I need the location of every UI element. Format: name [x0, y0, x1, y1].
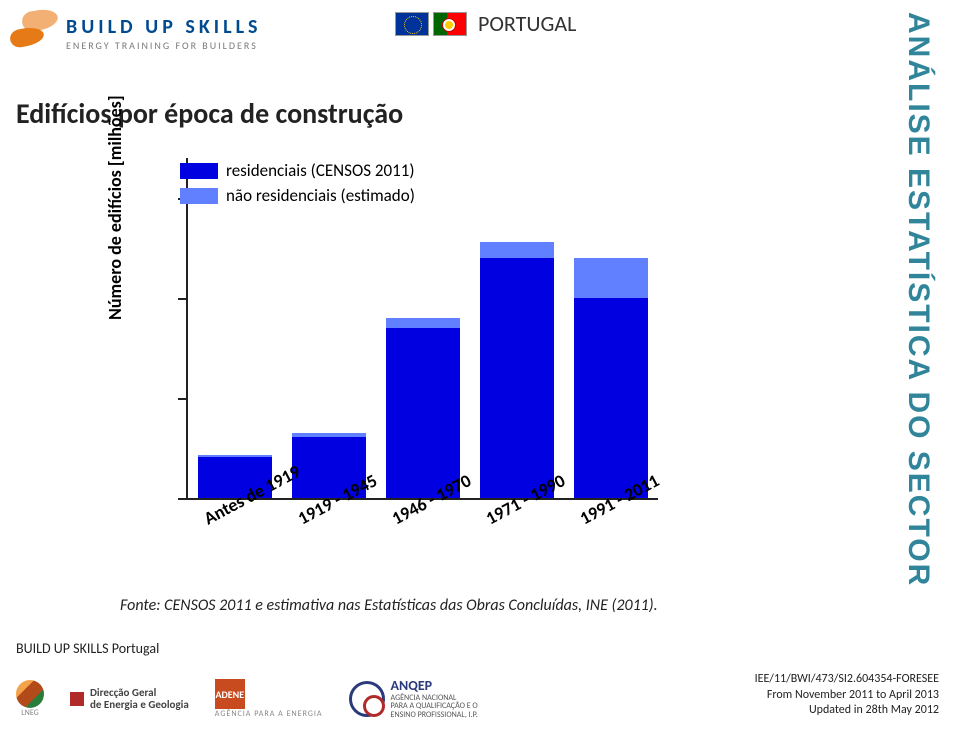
country-label: PORTUGAL: [478, 10, 576, 37]
logo-lneg: LNEG: [16, 680, 44, 718]
anqep-label: ANQEP: [391, 679, 478, 694]
footer-logos: LNEG Direcção Geral de Energia e Geologi…: [16, 679, 478, 719]
chart-caption: Fonte: CENSOS 2011 e estimativa nas Esta…: [120, 596, 658, 615]
flag-pt-icon: [433, 12, 467, 36]
chart-ylabel: Número de edifícios [milhões]: [104, 95, 126, 320]
logo-adene: ADENE AGÊNCIA PARA A ENERGIA: [215, 679, 323, 719]
footer-project: BUILD UP SKILLS Portugal: [16, 640, 159, 657]
legend-item: não residenciais (estimado): [180, 185, 415, 206]
adene-sub: AGÊNCIA PARA A ENERGIA: [215, 709, 323, 719]
legend-swatch-icon: [180, 163, 218, 179]
logo-anqep: ANQEP AGÊNCIA NACIONAL PARA A QUALIFICAÇ…: [349, 679, 478, 719]
legend-label: não residenciais (estimado): [226, 185, 415, 206]
bar-seg-nao-residencial: [292, 433, 365, 437]
buildings-chart: Número de edifícios [milhões] 00.511.5 A…: [110, 150, 680, 580]
bar-seg-nao-residencial: [386, 318, 459, 328]
bar-seg-nao-residencial: [574, 258, 647, 298]
lneg-icon: [16, 680, 44, 708]
bar-seg-nao-residencial: [198, 455, 271, 457]
dge-icon: [70, 692, 84, 706]
legend-label: residenciais (CENSOS 2011): [226, 160, 415, 181]
bar-seg-residencial: [480, 258, 553, 498]
legend-swatch-icon: [180, 188, 218, 204]
adene-icon: ADENE: [215, 679, 245, 709]
brand-title: BUILD UP SKILLS: [66, 15, 262, 39]
flag-eu-icon: [395, 12, 429, 36]
chart-plot-area: [186, 158, 658, 500]
footer-ref: IEE/11/BWI/473/SI2.604354-FORESEE: [755, 672, 939, 688]
chart-legend: residenciais (CENSOS 2011) não residenci…: [180, 160, 415, 206]
anqep-line3: ENSINO PROFISSIONAL, I.P.: [391, 711, 478, 719]
slide-root: BUILD UP SKILLS ENERGY TRAINING FOR BUIL…: [0, 0, 959, 731]
bar-seg-residencial: [574, 298, 647, 498]
page-title: Edifícios por época de construção: [16, 96, 403, 131]
anqep-icon: [349, 681, 385, 717]
logo-dge: Direcção Geral de Energia e Geologia: [70, 687, 189, 710]
brand-tagline: ENERGY TRAINING FOR BUILDERS: [66, 39, 262, 52]
section-vertical-title: ANÁLISE ESTATÍSTICA DO SECTOR: [901, 12, 935, 587]
header-flags: [395, 12, 467, 36]
brand-logo: BUILD UP SKILLS ENERGY TRAINING FOR BUIL…: [10, 10, 262, 56]
footer-updated: Updated in 28th May 2012: [755, 703, 939, 719]
dge-line2: de Energia e Geologia: [90, 699, 189, 711]
lneg-label: LNEG: [21, 708, 38, 718]
bar-seg-nao-residencial: [480, 242, 553, 258]
brand-icon: [10, 10, 60, 56]
footer-period: From November 2011 to April 2013: [755, 688, 939, 704]
legend-item: residenciais (CENSOS 2011): [180, 160, 415, 181]
footer-meta: IEE/11/BWI/473/SI2.604354-FORESEE From N…: [755, 672, 939, 719]
bar-seg-residencial: [386, 328, 459, 498]
